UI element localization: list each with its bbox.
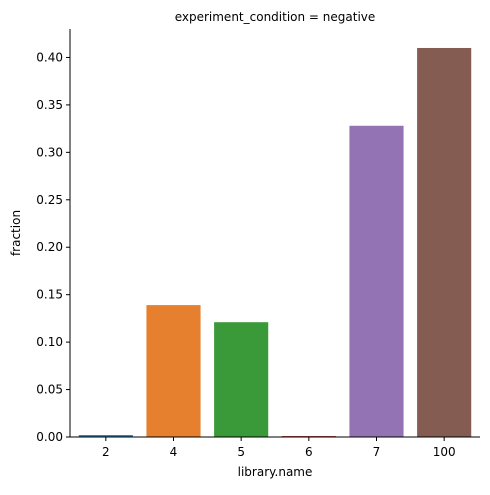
y-tick-label: 0.35 bbox=[36, 98, 63, 112]
x-tick-label: 2 bbox=[102, 445, 110, 459]
y-tick-label: 0.10 bbox=[36, 335, 63, 349]
bar bbox=[417, 47, 472, 437]
y-tick-label: 0.20 bbox=[36, 240, 63, 254]
y-axis-ticks: 0.00 0.05 0.10 0.15 0.20 0.25 0.30 0.35 0.40 bbox=[36, 50, 70, 444]
y-tick-label: 0.40 bbox=[36, 50, 63, 64]
x-axis-ticks: 2 4 5 6 7 100 bbox=[102, 437, 456, 459]
y-tick-label: 0.30 bbox=[36, 145, 63, 159]
y-tick-label: 0.15 bbox=[36, 288, 63, 302]
x-tick-label: 6 bbox=[305, 445, 313, 459]
bar bbox=[214, 322, 269, 437]
bar bbox=[349, 125, 404, 437]
y-tick-label: 0.00 bbox=[36, 430, 63, 444]
bar bbox=[78, 435, 133, 437]
x-tick-label: 5 bbox=[237, 445, 245, 459]
chart-title: experiment_condition = negative bbox=[175, 10, 376, 24]
x-tick-label: 7 bbox=[373, 445, 381, 459]
x-tick-label: 100 bbox=[433, 445, 456, 459]
y-tick-label: 0.25 bbox=[36, 193, 63, 207]
bars bbox=[78, 47, 472, 437]
x-tick-label: 4 bbox=[170, 445, 178, 459]
x-axis-label: library.name bbox=[238, 465, 313, 479]
bar bbox=[146, 305, 201, 437]
y-tick-label: 0.05 bbox=[36, 383, 63, 397]
y-axis-label: fraction bbox=[9, 210, 23, 256]
